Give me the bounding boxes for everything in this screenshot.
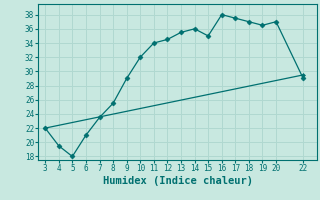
X-axis label: Humidex (Indice chaleur): Humidex (Indice chaleur): [103, 176, 252, 186]
